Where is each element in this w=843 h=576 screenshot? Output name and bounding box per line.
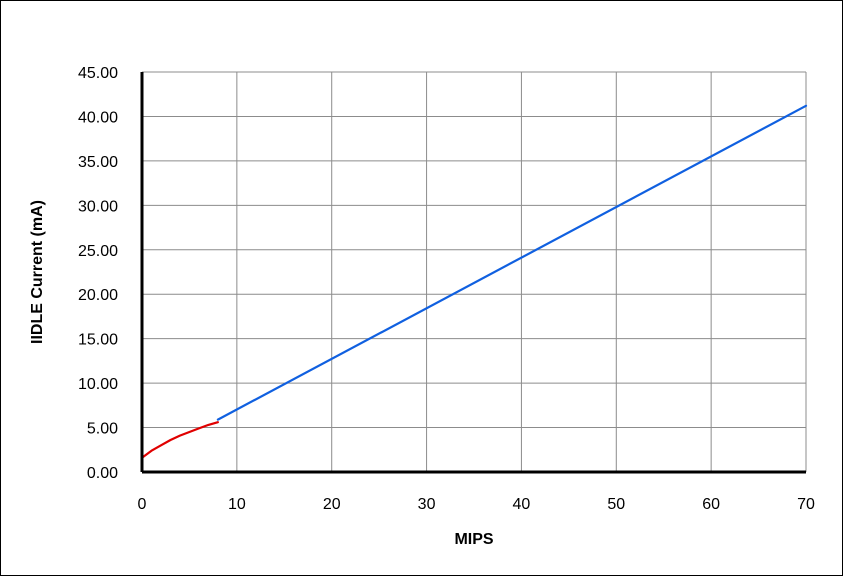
series-line-2 [216,104,808,421]
x-tick-label: 30 [418,496,436,513]
y-tick-label: 45.00 [78,65,118,82]
grid [142,71,807,472]
x-axis-title: MIPS [454,531,493,548]
y-tick-labels: 0.00 5.00 10.00 15.00 20.00 25.00 30.00 35.00 40… [78,65,118,482]
x-tick-label: 50 [607,496,625,513]
y-axis-title: IIDLE Current (mA) [29,200,46,344]
y-tick-label: 40.00 [78,109,118,126]
y-tick-label: 15.00 [78,332,118,349]
y-tick-label: 10.00 [78,376,118,393]
series-layer [140,104,808,459]
y-tick-label: 0.00 [87,465,118,482]
x-tick-label: 40 [513,496,531,513]
x-tick-labels: 0 10 20 30 40 50 60 70 [138,496,815,513]
y-tick-label: 25.00 [78,243,118,260]
y-tick-label: 30.00 [78,198,118,215]
y-tick-label: 5.00 [87,421,118,438]
series-line-1 [140,421,219,459]
y-tick-label: 20.00 [78,287,118,304]
x-tick-label: 0 [138,496,147,513]
x-tick-label: 10 [228,496,246,513]
y-tick-label: 35.00 [78,154,118,171]
x-tick-label: 60 [702,496,720,513]
x-tick-label: 70 [797,496,815,513]
x-tick-label: 20 [323,496,341,513]
axes [140,72,806,474]
